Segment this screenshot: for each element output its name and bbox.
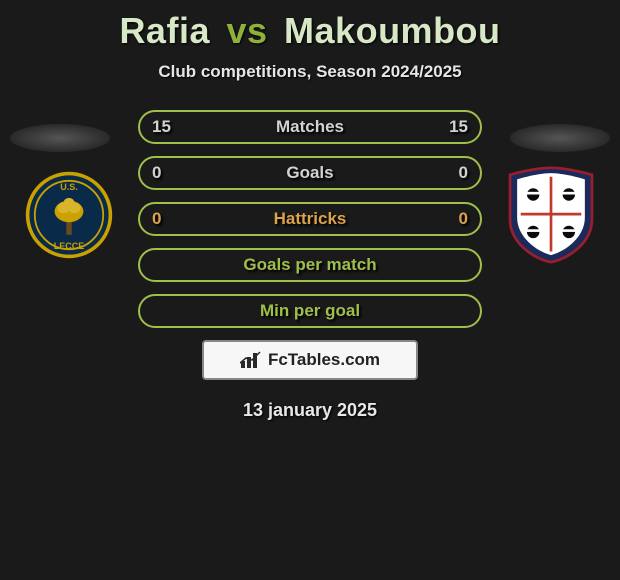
- player2-name: Makoumbou: [284, 10, 501, 51]
- stat-label: Min per goal: [260, 301, 360, 321]
- stat-value-right: 0: [459, 163, 468, 183]
- bar-chart-icon: [240, 351, 262, 369]
- stats-panel: U.S. LECCE: [0, 110, 620, 328]
- stat-label: Matches: [276, 117, 344, 137]
- stat-bar: 15 Matches 15: [138, 110, 482, 144]
- stat-value-right: 15: [449, 117, 468, 137]
- stat-value-left: 0: [152, 209, 161, 229]
- stat-label: Goals per match: [243, 255, 376, 275]
- lecce-crest-icon: U.S. LECCE: [24, 170, 114, 260]
- stat-bar: Goals per match: [138, 248, 482, 282]
- snapshot-date: 13 january 2025: [0, 400, 620, 421]
- stat-bars: 15 Matches 15 0 Goals 0 0 Hattricks 0 Goals per m…: [138, 110, 482, 328]
- player2-club-badge: [506, 170, 596, 260]
- vs-label: vs: [226, 10, 267, 51]
- stat-value-left: 0: [152, 163, 161, 183]
- stat-value-left: 15: [152, 117, 171, 137]
- comparison-card: Rafia vs Makoumbou Club competitions, Se…: [0, 0, 620, 580]
- stat-value-right: 0: [459, 209, 468, 229]
- page-title: Rafia vs Makoumbou: [0, 0, 620, 52]
- stat-bar: Min per goal: [138, 294, 482, 328]
- stat-label: Goals: [286, 163, 333, 183]
- stat-label: Hattricks: [274, 209, 347, 229]
- stat-bar: 0 Hattricks 0: [138, 202, 482, 236]
- watermark-badge: FcTables.com: [202, 340, 418, 380]
- player1-shadow: [10, 124, 110, 152]
- svg-text:LECCE: LECCE: [54, 241, 85, 251]
- player1-club-badge: U.S. LECCE: [24, 170, 114, 260]
- player2-shadow: [510, 124, 610, 152]
- stat-bar: 0 Goals 0: [138, 156, 482, 190]
- player1-name: Rafia: [119, 10, 210, 51]
- svg-text:U.S.: U.S.: [60, 182, 78, 192]
- subtitle: Club competitions, Season 2024/2025: [0, 62, 620, 82]
- cagliari-crest-icon: [506, 166, 596, 264]
- watermark-text: FcTables.com: [268, 350, 380, 370]
